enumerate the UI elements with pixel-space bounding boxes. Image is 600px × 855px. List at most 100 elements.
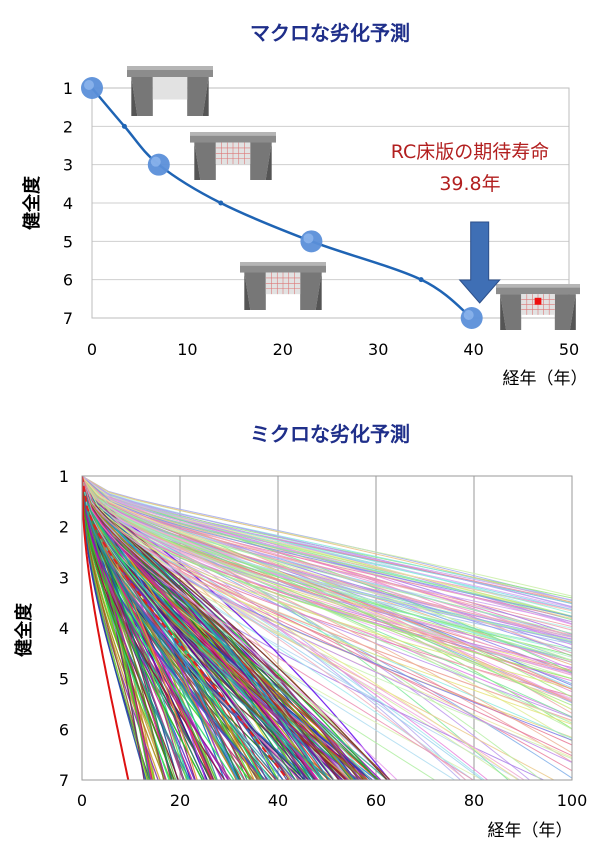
micro-x-tick-label: 20 xyxy=(170,791,190,810)
micro-y-tick-label: 5 xyxy=(59,670,69,689)
micro-series-line xyxy=(82,476,204,780)
micro-series-line xyxy=(82,476,572,620)
micro-series-line xyxy=(82,476,572,599)
micro-plot-frame xyxy=(81,475,573,781)
macro-x-tick-label: 0 xyxy=(87,340,97,359)
micro-series-line xyxy=(82,476,572,617)
micro-series-line xyxy=(82,476,391,780)
macro-x-tick-label: 40 xyxy=(463,340,483,359)
down-arrow-icon xyxy=(458,221,501,304)
macro-x-tick-label: 30 xyxy=(368,340,388,359)
micro-series-line xyxy=(82,476,319,780)
macro-key-point-highlight xyxy=(150,156,161,167)
macro-plot-frame xyxy=(91,87,570,319)
micro-series-line xyxy=(82,476,572,654)
micro-series-line xyxy=(82,476,572,656)
micro-series-line xyxy=(82,476,263,780)
micro-series-line xyxy=(82,476,572,663)
micro-chart: ミクロな劣化予測 1 2 3 4 5 6 7 0 20 40 60 80 100 健全度 経年（年） xyxy=(13,422,588,841)
macro-y-tick-label: 6 xyxy=(63,271,73,290)
micro-series-line xyxy=(82,476,572,764)
micro-series-line xyxy=(82,476,367,780)
micro-mean-line xyxy=(82,476,289,780)
macro-data-point xyxy=(418,277,424,283)
macro-x-axis-label: 経年（年） xyxy=(503,369,588,389)
micro-series-line xyxy=(82,476,572,634)
micro-series-line xyxy=(82,476,474,780)
micro-series-line xyxy=(82,476,332,780)
micro-series-line xyxy=(82,476,519,780)
macro-y-tick-label: 5 xyxy=(63,232,73,251)
micro-series-line xyxy=(82,476,322,780)
macro-y-tick-label: 1 xyxy=(63,79,73,98)
micro-fastest-line xyxy=(82,476,130,780)
macro-key-point-highlight xyxy=(463,310,474,320)
micro-series-line xyxy=(82,476,324,780)
micro-series-line xyxy=(82,476,572,608)
micro-series-line xyxy=(82,476,572,690)
micro-series-line xyxy=(82,476,362,780)
micro-series-line xyxy=(82,476,344,780)
macro-data-point xyxy=(218,200,224,206)
micro-x-tick-label: 100 xyxy=(557,791,588,810)
macro-y-tick-label: 3 xyxy=(63,156,73,175)
micro-series-line xyxy=(82,476,572,602)
micro-y-axis-label: 健全度 xyxy=(13,602,35,657)
micro-y-tick-label: 2 xyxy=(59,518,69,537)
micro-series-line xyxy=(82,476,572,610)
micro-series-line xyxy=(82,476,398,780)
bridge-deck-icon xyxy=(127,66,213,116)
micro-series-line xyxy=(82,476,572,618)
micro-series-line xyxy=(82,476,572,697)
micro-series-line xyxy=(82,476,572,676)
micro-series-line xyxy=(82,476,572,661)
micro-x-tick-label: 0 xyxy=(77,791,87,810)
micro-series-line xyxy=(82,476,354,780)
micro-series-line xyxy=(82,476,572,754)
micro-y-tick-label: 6 xyxy=(59,720,69,739)
micro-series-line xyxy=(82,476,572,690)
micro-series-line xyxy=(82,476,572,642)
micro-series-line xyxy=(82,476,572,638)
micro-series-line xyxy=(82,476,237,780)
macro-chart: マクロな劣化予測 1 2 3 4 5 6 7 0 10 20 30 40 50 健全度 経年（年） R… xyxy=(21,21,588,389)
micro-series-line xyxy=(82,476,572,643)
micro-series-line xyxy=(82,476,572,601)
micro-series-line xyxy=(82,476,483,780)
micro-series-line xyxy=(82,476,371,780)
life-annotation-line2: 39.8年 xyxy=(439,173,500,195)
micro-series-line xyxy=(82,476,572,620)
micro-series-line xyxy=(82,476,572,614)
micro-series-line xyxy=(82,476,572,673)
micro-series-line xyxy=(82,476,198,780)
macro-key-point-highlight xyxy=(303,233,314,244)
micro-series-line xyxy=(82,476,229,780)
micro-series-line xyxy=(82,476,542,780)
micro-series-line xyxy=(82,476,435,780)
micro-series-line xyxy=(82,476,572,706)
macro-y-axis-label: 健全度 xyxy=(21,175,43,230)
micro-series-line xyxy=(82,476,572,690)
macro-x-tick-label: 20 xyxy=(273,340,293,359)
micro-x-tick-label: 60 xyxy=(366,791,386,810)
micro-series-line xyxy=(82,476,572,724)
micro-series-line xyxy=(82,476,572,638)
micro-y-tick-label: 3 xyxy=(59,568,69,587)
micro-x-tick-label: 80 xyxy=(464,791,484,810)
micro-series-line xyxy=(82,476,572,625)
micro-x-tick-label: 40 xyxy=(268,791,288,810)
micro-series-line xyxy=(82,476,572,711)
bridge-deck-icon xyxy=(240,262,326,310)
micro-series-line xyxy=(82,476,572,621)
micro-x-axis-label: 経年（年） xyxy=(488,821,573,841)
life-annotation-line1: RC床版の期待寿命 xyxy=(391,141,550,163)
macro-y-tick-label: 2 xyxy=(63,117,73,136)
micro-series-line xyxy=(82,476,279,780)
micro-series-line xyxy=(82,476,572,618)
micro-series-line xyxy=(82,476,572,623)
micro-series-line xyxy=(82,476,572,640)
micro-series-line xyxy=(82,476,572,711)
micro-series-line xyxy=(82,476,572,603)
micro-series-line xyxy=(82,476,572,602)
